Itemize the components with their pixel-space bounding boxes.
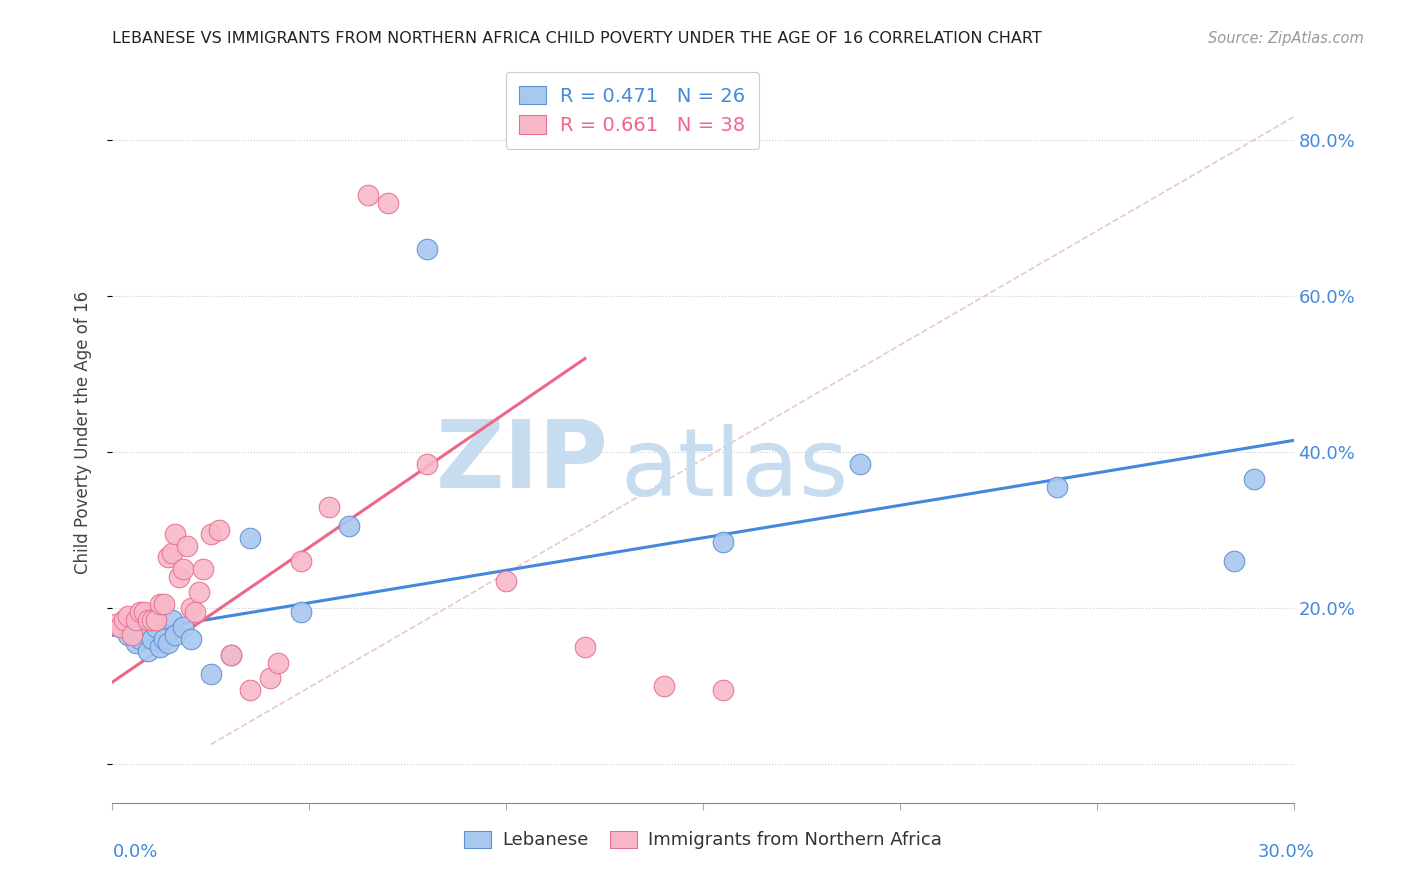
Point [200, 527, 222, 541]
Text: 30.0%: 30.0% [1258, 843, 1315, 861]
Point [495, 574, 517, 588]
Point [337, 519, 360, 533]
Point [318, 500, 340, 514]
Point [110, 620, 132, 634]
Point [149, 597, 172, 611]
Point [267, 656, 290, 670]
Legend: Lebanese, Immigrants from Northern Africa: Lebanese, Immigrants from Northern Afric… [457, 823, 949, 856]
Point [172, 620, 194, 634]
Point [180, 632, 202, 647]
Point [200, 667, 222, 681]
Point [290, 605, 312, 619]
Text: 0.0%: 0.0% [112, 843, 157, 861]
Point [219, 648, 242, 662]
Point [145, 620, 167, 634]
Point [112, 613, 135, 627]
Point [160, 613, 183, 627]
Point [191, 562, 214, 576]
Point [169, 570, 191, 584]
Point [239, 682, 262, 697]
Point [145, 613, 167, 627]
Point [132, 624, 155, 639]
Point [117, 608, 139, 623]
Point [377, 195, 399, 210]
Point [132, 605, 155, 619]
Point [136, 644, 159, 658]
Point [149, 640, 172, 654]
Point [129, 632, 152, 647]
Point [125, 613, 148, 627]
Point [711, 534, 734, 549]
Point [125, 636, 148, 650]
Point [188, 585, 211, 599]
Point [172, 562, 194, 576]
Point [165, 628, 187, 642]
Point [184, 605, 207, 619]
Point [117, 628, 139, 642]
Text: atlas: atlas [620, 424, 849, 516]
Point [416, 243, 439, 257]
Point [156, 550, 179, 565]
Text: LEBANESE VS IMMIGRANTS FROM NORTHERN AFRICA CHILD POVERTY UNDER THE AGE OF 16 CO: LEBANESE VS IMMIGRANTS FROM NORTHERN AFR… [112, 31, 1042, 46]
Point [152, 632, 174, 647]
Point [129, 605, 152, 619]
Point [165, 527, 187, 541]
Point [136, 613, 159, 627]
Point [105, 616, 128, 631]
Point [141, 613, 163, 627]
Point [121, 628, 143, 642]
Point [208, 523, 231, 537]
Point [1223, 554, 1246, 568]
Point [574, 640, 596, 654]
Point [711, 682, 734, 697]
Point [259, 671, 281, 685]
Text: ZIP: ZIP [436, 417, 609, 508]
Point [110, 620, 132, 634]
Text: Source: ZipAtlas.com: Source: ZipAtlas.com [1208, 31, 1364, 46]
Point [1243, 472, 1265, 486]
Point [141, 632, 163, 647]
Point [416, 457, 439, 471]
Point [152, 597, 174, 611]
Point [156, 636, 179, 650]
Point [176, 539, 198, 553]
Point [180, 601, 202, 615]
Point [849, 457, 872, 471]
Point [290, 554, 312, 568]
Point [1046, 480, 1069, 494]
Y-axis label: Child Poverty Under the Age of 16: Child Poverty Under the Age of 16 [73, 291, 91, 574]
Point [219, 648, 242, 662]
Point [239, 531, 262, 545]
Point [652, 679, 675, 693]
Point [160, 546, 183, 560]
Point [357, 188, 380, 202]
